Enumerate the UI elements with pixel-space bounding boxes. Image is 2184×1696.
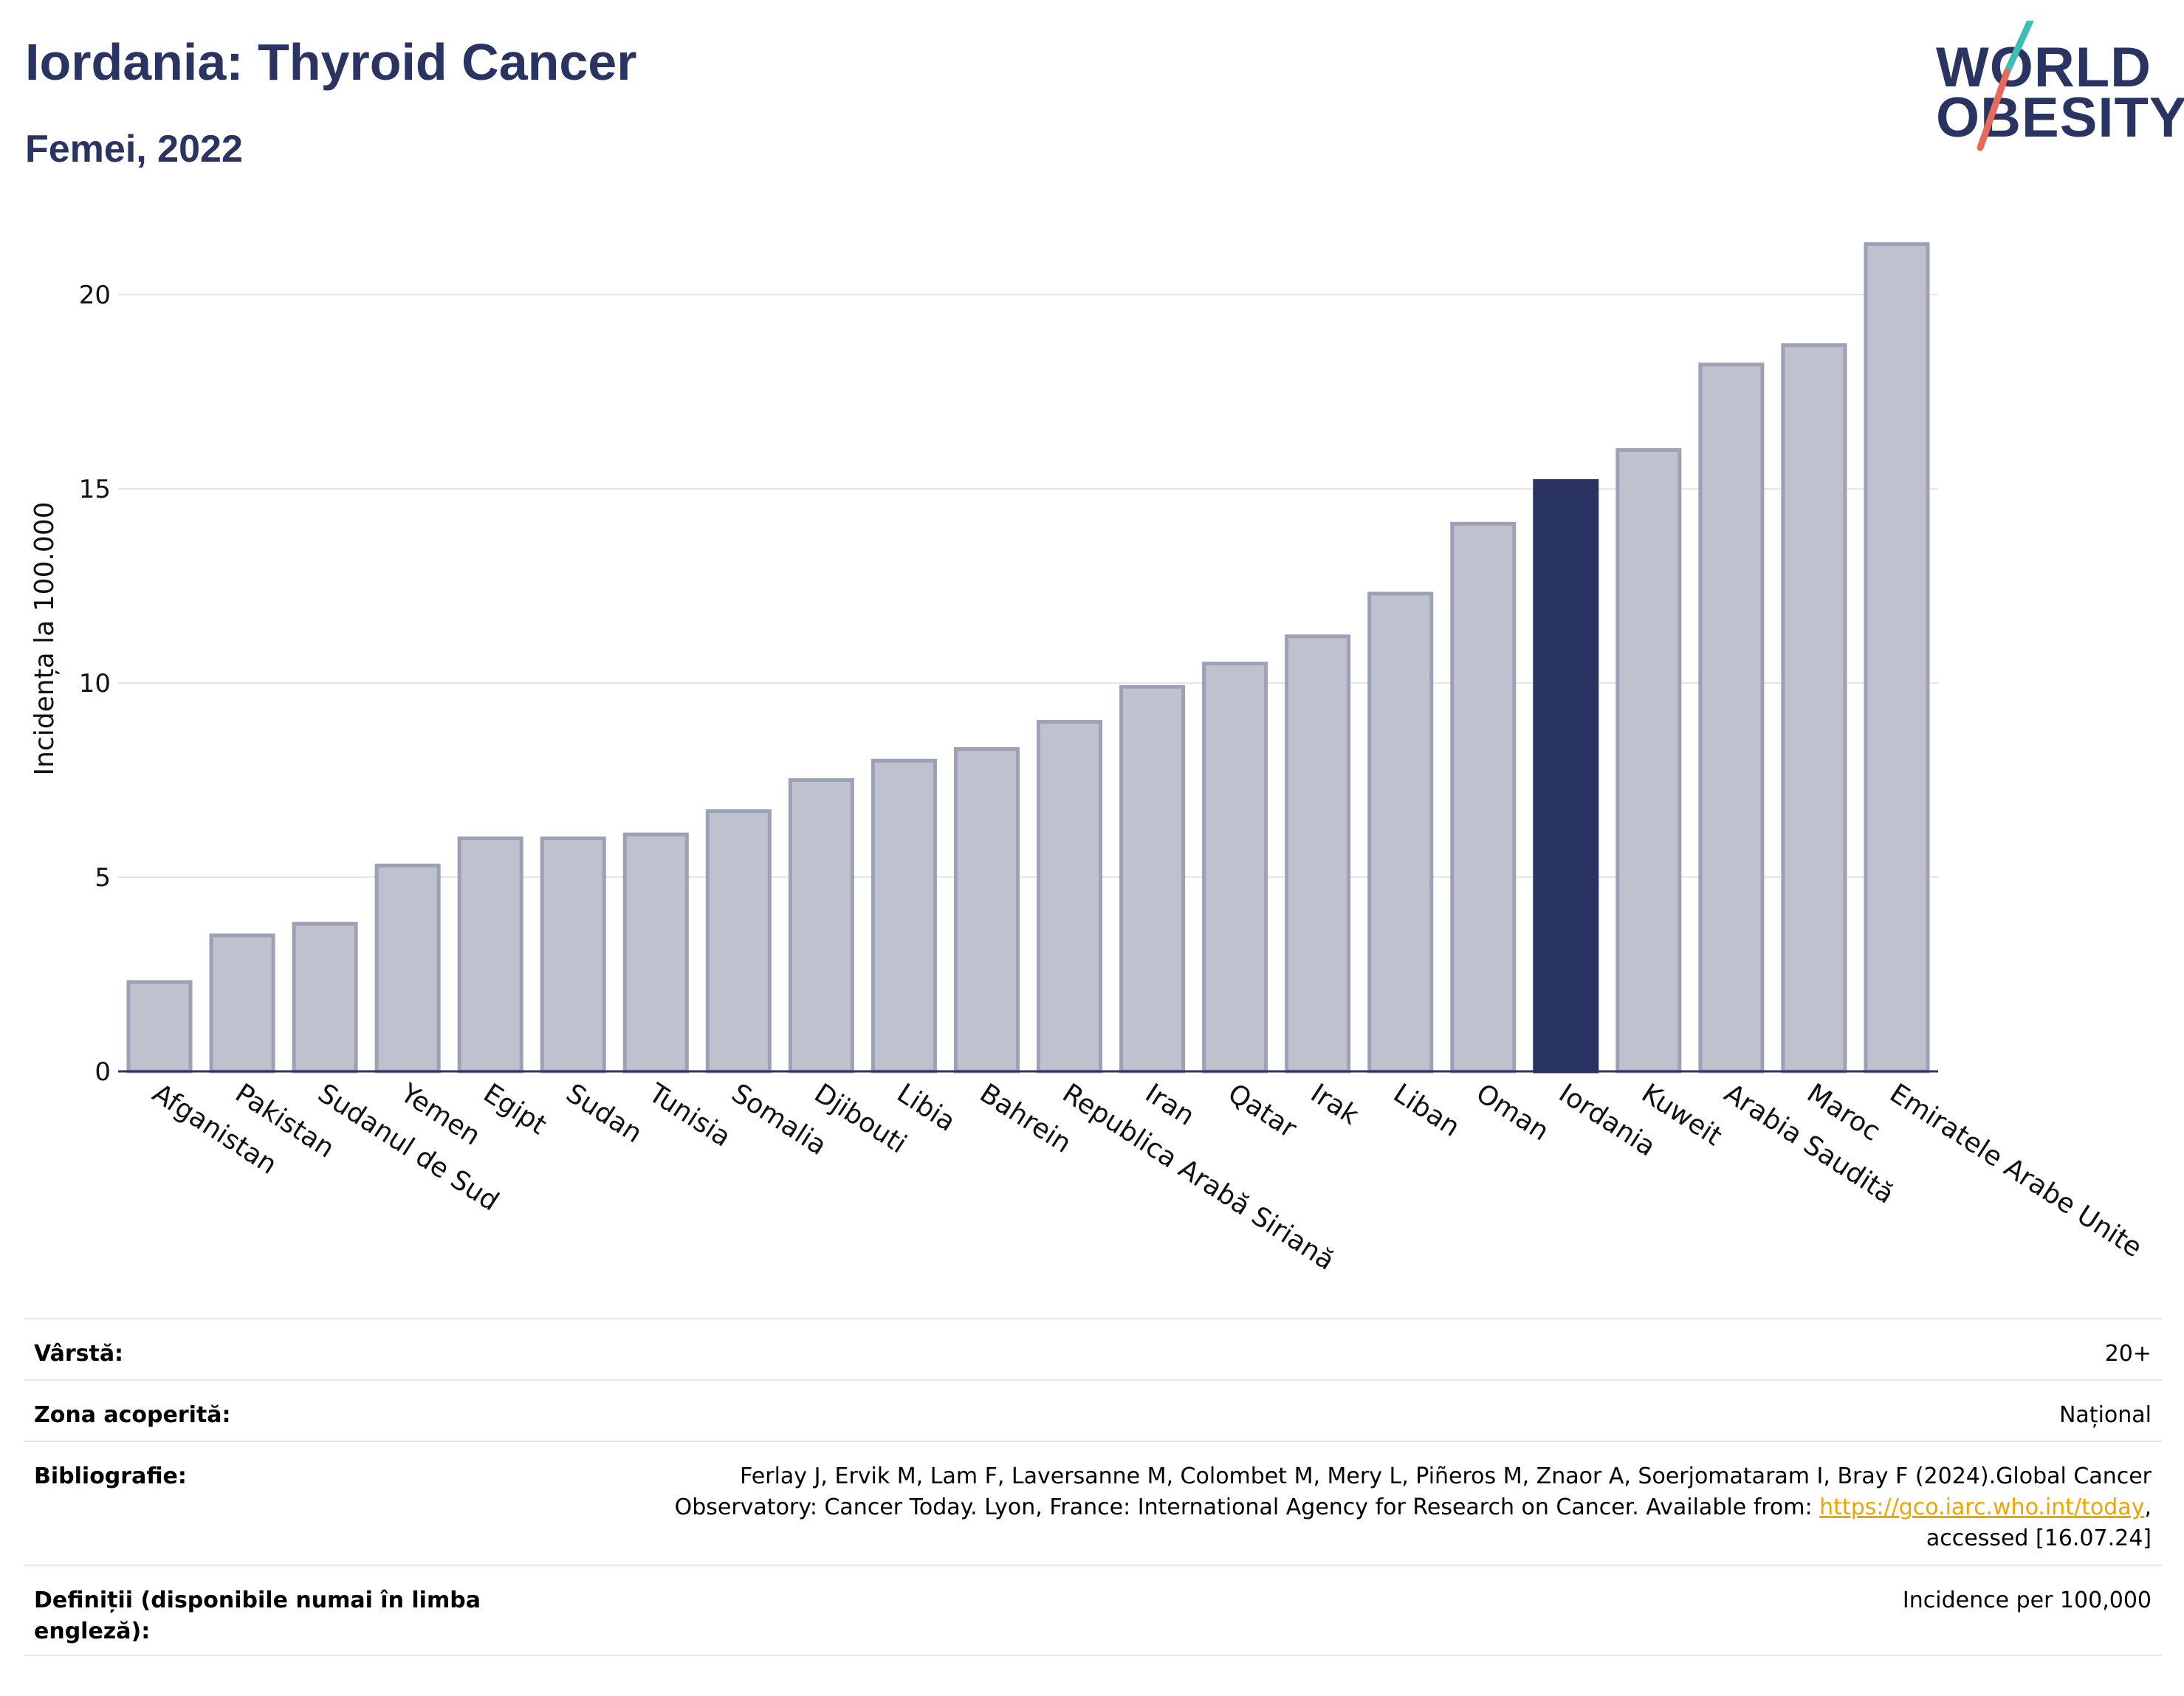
bibliography-line2-end: , xyxy=(2144,1494,2152,1520)
x-tick-label: Sudan xyxy=(560,1078,647,1149)
bibliography-line1: Ferlay J, Ervik M, Lam F, Laversanne M, … xyxy=(740,1463,2152,1489)
meta-row-age: Vârstă: 20+ xyxy=(24,1318,2162,1379)
x-tick-label: Somalia xyxy=(726,1078,831,1161)
bar xyxy=(705,809,772,1074)
bibliography-label: Bibliografie: xyxy=(34,1463,187,1489)
bibliography-link[interactable]: https://gco.iarc.who.int/today xyxy=(1819,1494,2145,1520)
bibliography-line2: Observatory: Cancer Today. Lyon, France:… xyxy=(506,1492,2152,1523)
x-tick-label: Oman xyxy=(1471,1078,1554,1147)
bar xyxy=(1450,521,1517,1074)
bar-highlighted xyxy=(1533,478,1599,1074)
x-tick-label: Irak xyxy=(1305,1078,1364,1131)
bar xyxy=(374,863,441,1074)
bar xyxy=(953,746,1020,1074)
bar xyxy=(1781,343,1847,1074)
meta-row-coverage: Zona acoperită: Național xyxy=(24,1379,2162,1441)
bibliography-value: Ferlay J, Ervik M, Lam F, Laversanne M, … xyxy=(506,1461,2152,1554)
x-tick-label: Qatar xyxy=(1223,1078,1302,1144)
bar xyxy=(788,778,854,1074)
bar xyxy=(1037,720,1103,1074)
definitions-label: Definiții (disponibile numai în limba en… xyxy=(34,1587,481,1644)
y-axis-label: Incidența la 100.000 xyxy=(30,501,60,775)
bar xyxy=(1202,662,1268,1074)
world-obesity-logo: WORLD OBESITY xyxy=(1920,21,2184,161)
bibliography-line3: accessed [16.07.24] xyxy=(1926,1525,2152,1551)
definitions-value: Incidence per 100,000 xyxy=(1902,1587,2152,1613)
logo-slash-icon xyxy=(1977,21,2034,151)
bars xyxy=(126,242,1930,1074)
bibliography-line2-text: Observatory: Cancer Today. Lyon, France:… xyxy=(674,1494,1820,1520)
bar xyxy=(209,933,275,1074)
y-tick-label: 0 xyxy=(95,1057,111,1087)
bar xyxy=(1119,684,1186,1074)
x-tick-label: Bahrein xyxy=(975,1078,1077,1159)
x-tick-label: Liban xyxy=(1388,1078,1465,1143)
y-tick-label: 10 xyxy=(79,669,111,698)
meta-row-bibliography: Bibliografie: Ferlay J, Ervik M, Lam F, … xyxy=(24,1441,2162,1565)
x-tick-label: Iran xyxy=(1140,1078,1200,1132)
x-tick-label: Emiratele Arabe Unite xyxy=(1884,1078,2147,1263)
y-tick-label: 5 xyxy=(95,863,111,893)
y-tick-label: 15 xyxy=(79,475,111,504)
logo-line1: WORLD xyxy=(1936,36,2152,99)
logo-line2: OBESITY xyxy=(1936,86,2184,149)
age-value: 20+ xyxy=(2104,1341,2152,1367)
bar xyxy=(292,921,358,1074)
age-label: Vârstă: xyxy=(34,1341,124,1367)
bar xyxy=(1864,242,1930,1074)
bar xyxy=(622,832,689,1074)
x-tick-label: Tunisia xyxy=(643,1078,736,1153)
bar xyxy=(540,836,606,1074)
bar xyxy=(870,758,937,1074)
y-tick-labels: 0 5 10 15 20 xyxy=(79,281,111,1087)
metadata-table: Vârstă: 20+ Zona acoperită: Național Bib… xyxy=(24,1318,2162,1656)
bar xyxy=(1698,363,1765,1074)
y-tick-label: 20 xyxy=(79,281,111,310)
page-title: Iordania: Thyroid Cancer xyxy=(25,33,637,91)
coverage-value: Național xyxy=(2058,1402,2152,1428)
page-subtitle: Femei, 2022 xyxy=(25,128,243,171)
bar xyxy=(126,980,193,1074)
bar xyxy=(1615,447,1682,1074)
coverage-label: Zona acoperită: xyxy=(34,1402,231,1428)
meta-row-definitions: Definiții (disponibile numai în limba en… xyxy=(24,1565,2162,1656)
x-tick-label: Egipt xyxy=(478,1078,552,1141)
bar xyxy=(1367,591,1434,1074)
bar xyxy=(457,836,523,1074)
bar xyxy=(1285,634,1351,1074)
